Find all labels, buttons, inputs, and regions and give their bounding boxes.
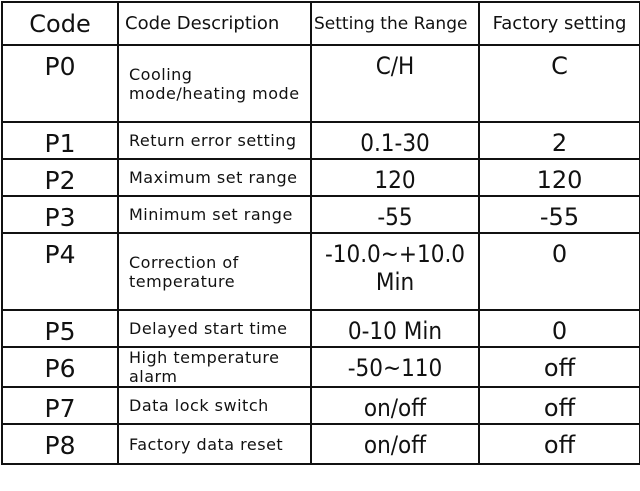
table-cell: off — [478, 386, 640, 425]
table-cell: P3 — [1, 195, 119, 234]
table-row: P3 Minimum set range -55 -55 — [1, 195, 640, 234]
table-cell: P6 — [1, 346, 119, 388]
table-cell: Return error setting — [117, 121, 312, 160]
table-cell: P1 — [1, 121, 119, 160]
table-cell: 0 — [478, 232, 640, 311]
table-cell: 0.1-30 — [310, 121, 480, 160]
table-row: P7 Data lock switch on/off off — [1, 386, 640, 425]
table-cell: 2 — [478, 121, 640, 160]
table-cell: 120 — [310, 158, 480, 197]
table-row: P6 High temperature alarm -50~110 off — [1, 346, 640, 388]
table-cell: -10.0~+10.0 Min — [310, 232, 480, 311]
header-cell: Factory setting — [478, 1, 640, 46]
table-cell: P5 — [1, 309, 119, 348]
table-body: P0 Cooling mode/heating mode C/H C P1 Return … — [1, 44, 640, 465]
table-row: P8 Factory data reset on/off off — [1, 423, 640, 465]
table-cell: Correction of temperature — [117, 232, 312, 311]
table-cell: P2 — [1, 158, 119, 197]
header-cell: Setting the Range — [310, 1, 480, 46]
table-cell: Data lock switch — [117, 386, 312, 425]
header-cell: Code Description — [117, 1, 312, 46]
table-cell: -55 — [478, 195, 640, 234]
table-cell: -55 — [310, 195, 480, 234]
table-cell: -50~110 — [310, 346, 480, 388]
table-row: P4 Correction of temperature -10.0~+10.0 M… — [1, 232, 640, 311]
table-cell: Factory data reset — [117, 423, 312, 465]
settings-table: Code Code Description Setting the Range Fac… — [1, 1, 640, 465]
table-row: P1 Return error setting 0.1-30 2 — [1, 121, 640, 160]
table-cell: on/off — [310, 423, 480, 465]
table-cell: P4 — [1, 232, 119, 311]
table-cell: C/H — [310, 44, 480, 123]
table-row: P2 Maximum set range 120 120 — [1, 158, 640, 197]
table-cell: P7 — [1, 386, 119, 425]
table-cell: C — [478, 44, 640, 123]
table-cell: off — [478, 346, 640, 388]
table-cell: High temperature alarm — [117, 346, 312, 388]
table-cell: 0 — [478, 309, 640, 348]
table-cell: Cooling mode/heating mode — [117, 44, 312, 123]
table-row: P5 Delayed start time 0-10 Min 0 — [1, 309, 640, 348]
table-cell: P8 — [1, 423, 119, 465]
table-cell: Maximum set range — [117, 158, 312, 197]
table-cell: P0 — [1, 44, 119, 123]
table-cell: 0-10 Min — [310, 309, 480, 348]
table-cell: 120 — [478, 158, 640, 197]
table-cell: off — [478, 423, 640, 465]
table-row: P0 Cooling mode/heating mode C/H C — [1, 44, 640, 123]
header-cell: Code — [1, 1, 119, 46]
header-row: Code Code Description Setting the Range Fac… — [1, 1, 640, 46]
table-cell: Minimum set range — [117, 195, 312, 234]
table-cell: on/off — [310, 386, 480, 425]
table-cell: Delayed start time — [117, 309, 312, 348]
